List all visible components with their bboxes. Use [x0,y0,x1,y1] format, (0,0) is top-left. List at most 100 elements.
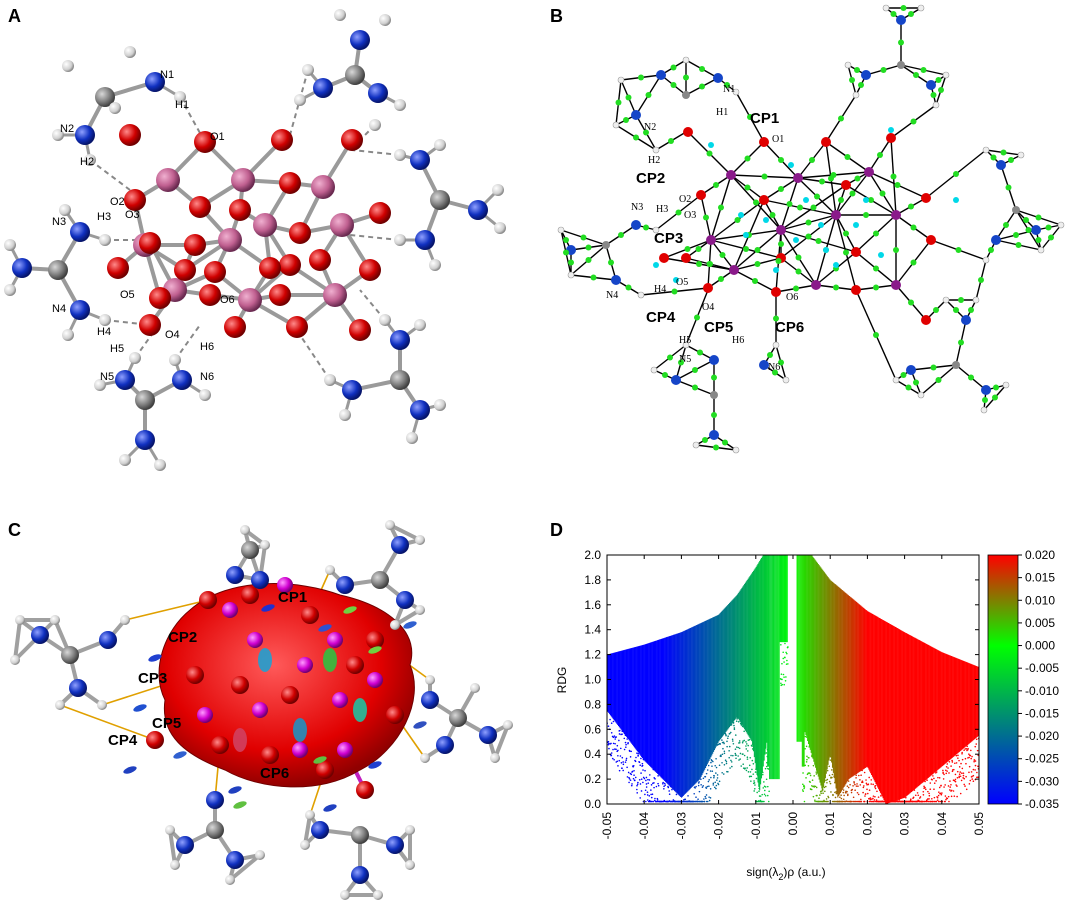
atom-label-h6: H6 [732,335,744,346]
rdg-point [637,781,639,784]
rdg-point [753,790,755,792]
rdg-point [608,742,610,745]
rdg-point [684,798,687,801]
rdg-point [739,758,741,760]
h-atom [225,875,235,885]
atom-label-o6: O6 [220,294,235,306]
rdg-point [728,756,731,759]
rdg-point [969,779,972,782]
h-atom [339,409,351,421]
o-atom [356,781,374,799]
h-atom [124,46,136,58]
rdg-point [754,784,756,786]
colorbar-tick-label: -0.020 [1025,729,1059,743]
rdg-point [651,793,654,796]
rdg-point [782,673,785,676]
rdg-point [643,777,646,780]
atom-label-h2: H2 [648,155,660,166]
rdg-point [870,783,873,785]
ring-critical-point [953,197,959,203]
rdg-point [849,783,851,786]
rdg-point [956,776,959,779]
rdg-point [672,799,675,801]
bond-critical-point [854,175,861,182]
rdg-point [958,776,960,779]
ring-critical-point [803,197,809,203]
rdg-point [810,788,813,791]
bond-critical-point [1003,222,1009,228]
rdg-point [624,761,627,763]
rdg-point [662,782,664,785]
bond-critical-point [754,261,761,267]
rdg-point [619,747,622,750]
rdg-point [868,800,871,803]
h-atom [10,655,20,665]
n-atom [311,821,329,839]
rdg-point [852,796,855,799]
bond-critical-point [668,138,674,144]
bond-critical-point [935,77,942,83]
rdg-point [807,764,810,767]
nci-disc [148,654,162,662]
rdg-point [859,779,861,781]
o-atom [659,253,669,263]
rdg-point [733,728,736,731]
h-atom [52,129,64,141]
rdg-point [814,799,816,802]
panel-letter-b: B [550,6,563,26]
rdg-point [761,771,764,774]
rdg-point [642,781,644,784]
rdg-point [724,759,727,762]
rdg-point [922,800,924,803]
rdg-point [730,761,733,763]
rdg-point [780,673,783,675]
rdg-point [928,794,931,797]
rdg-point [672,800,674,803]
rdg-point [731,738,734,741]
mo-atom [726,170,736,180]
rdg-point [961,752,963,755]
rdg-point [698,781,700,783]
nci-disc [173,751,187,759]
ring-critical-point [863,197,869,203]
rdg-point [712,760,714,763]
rdg-point [640,757,642,760]
bond-critical-point [747,114,753,120]
bond-critical-point [908,203,914,210]
rdg-point [612,742,615,745]
rdg-point [965,747,968,750]
rdg-point [826,781,828,784]
rdg-point [783,661,785,663]
rdg-point [938,786,941,789]
rdg-point [617,749,619,752]
rdg-point [727,735,729,738]
x-tick-label: 0.04 [935,812,949,836]
h-atom [4,239,16,251]
rdg-point [711,765,713,767]
o-atom [921,315,931,325]
rdg-point [716,774,719,776]
rdg-point [946,770,948,772]
rdg-point [943,786,945,788]
bond-critical-point [868,197,874,203]
bond-critical-point [786,201,793,207]
bond-critical-point [678,359,684,366]
rdg-point [636,752,638,754]
rdg-point [970,749,972,752]
rdg-point [735,720,738,722]
h-atom [119,454,131,466]
c-atom [897,61,905,69]
bond-critical-point [810,204,817,211]
h-atom [260,540,270,550]
rdg-point [782,651,784,654]
rdg-point [752,773,755,775]
rdg-point [763,793,766,796]
rdg-point [784,680,787,682]
h-atom [682,56,690,64]
rdg-point [818,797,820,799]
n-atom [436,736,454,754]
h-atom [99,314,111,326]
ring-critical-point [738,212,744,218]
h-atom [300,840,310,850]
bond-critical-point [910,259,917,266]
